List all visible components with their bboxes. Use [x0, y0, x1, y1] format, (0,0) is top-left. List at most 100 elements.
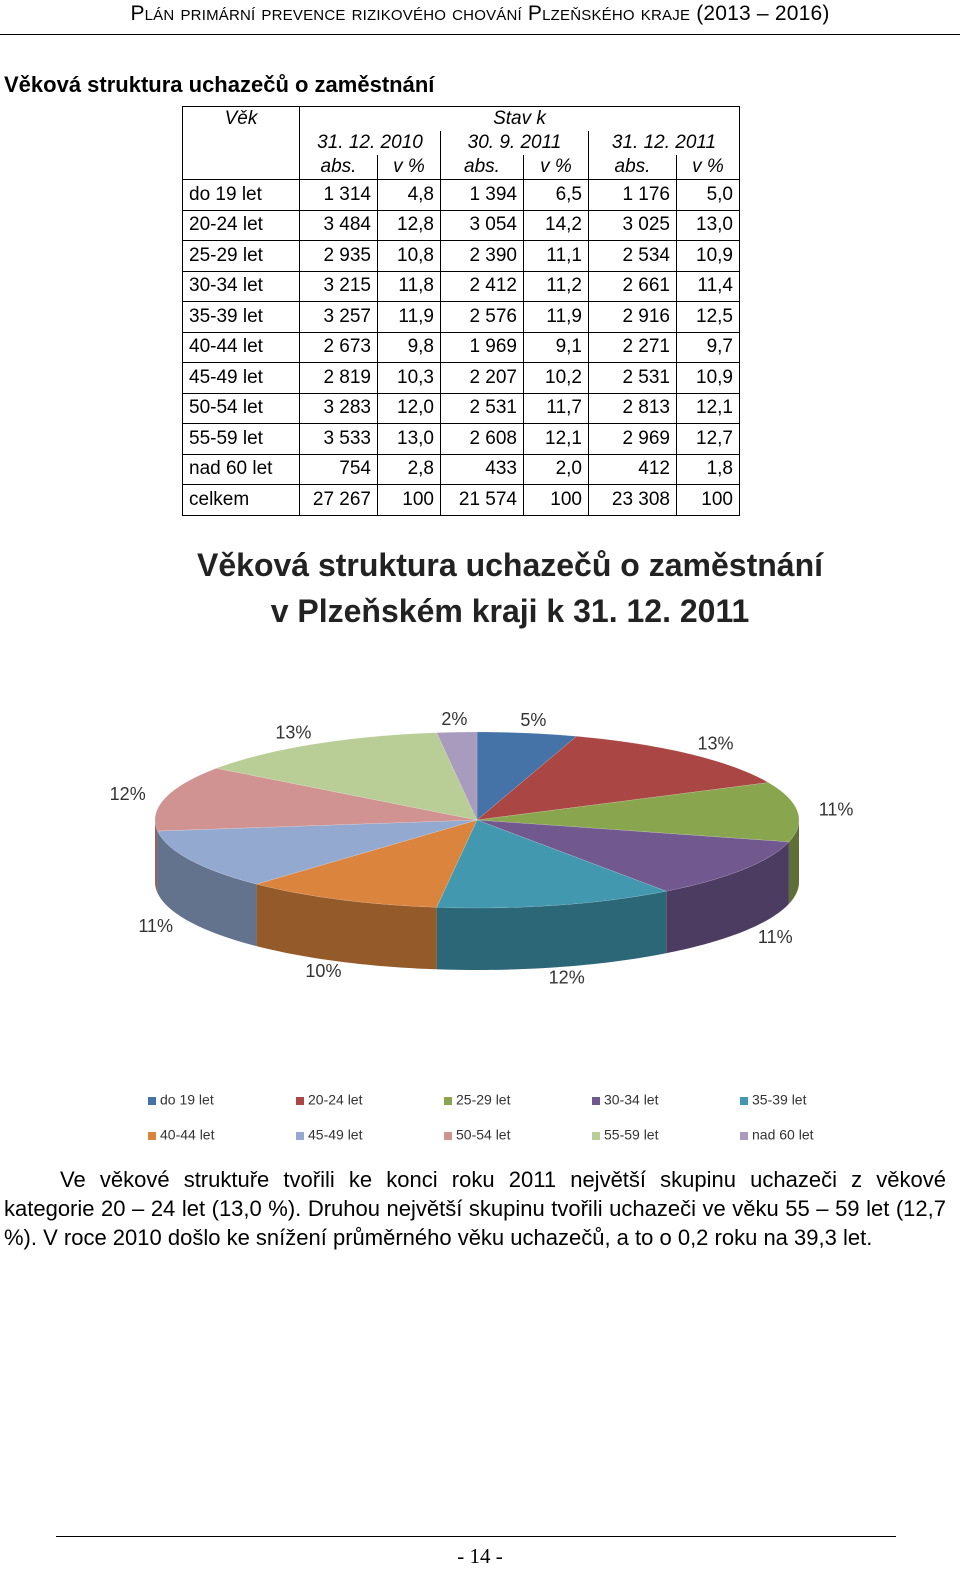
- table-cell: 25-29 let: [182, 240, 300, 272]
- table-cell: 1,8: [676, 453, 740, 485]
- table-cell: 10,2: [523, 362, 589, 394]
- data-label: 11%: [758, 927, 793, 947]
- data-label: 2%: [441, 709, 467, 729]
- header-row: Věk Stav k: [182, 106, 740, 131]
- chart-title-line: v Plzeňském kraji k 31. 12. 2011: [270, 593, 750, 629]
- table-cell: 100: [377, 484, 441, 516]
- page-number: - 14 -: [457, 1544, 503, 1568]
- table-row: celkem 27 267 100 21 574 100 23 308 100: [182, 484, 740, 516]
- header-cell: v %: [377, 155, 441, 180]
- table-cell: 9,1: [523, 331, 589, 363]
- slice: [215, 732, 478, 821]
- slice-side: [788, 820, 799, 904]
- table-row: 25-29 let 2 935 10,8 2 390 11,1 2 534 10,9: [182, 240, 740, 272]
- table-cell: 11,9: [377, 301, 441, 333]
- table-row: 40-44 let 2 673 9,8 1 969 9,1 2 271 9,7: [182, 331, 740, 363]
- slice: [255, 819, 478, 908]
- table-row: 45-49 let 2 819 10,3 2 207 10,2 2 531 10,9: [182, 362, 740, 394]
- table-cell: 6,5: [523, 179, 589, 211]
- table-cell: 12,5: [676, 301, 740, 333]
- table-cell: 3 484: [299, 209, 378, 241]
- table-cell: 10,9: [676, 362, 740, 394]
- slice-side: [666, 841, 789, 954]
- legend-swatch: [444, 1132, 452, 1140]
- table-cell: 55-59 let: [182, 423, 300, 455]
- data-table: Věk Stav k 31. 12. 2010 30. 9. 2011 31. 12. …: [182, 106, 740, 516]
- header-cell: 31. 12. 2011: [588, 131, 740, 155]
- table-cell: 27 267: [299, 484, 378, 516]
- chart-title-line: Věková struktura uchazečů o zaměstnání: [197, 547, 823, 583]
- table-cell: 20-24 let: [182, 209, 300, 241]
- table-row: 55-59 let 3 533 13,0 2 608 12,1 2 969 12,7: [182, 423, 740, 455]
- table-cell: nad 60 let: [182, 453, 300, 485]
- table-cell: 11,7: [523, 392, 589, 424]
- slice-side: [436, 891, 667, 970]
- data-label: 13%: [275, 723, 311, 743]
- data-label: 13%: [697, 734, 733, 754]
- legend-label: nad 60 let: [752, 1127, 814, 1143]
- slice: [476, 782, 800, 843]
- table-cell: 3 025: [588, 209, 677, 241]
- chart-title: Věková struktura uchazečů o zaměstnání v…: [140, 542, 880, 634]
- legend-label: do 19 let: [160, 1092, 214, 1108]
- slice: [157, 819, 478, 885]
- table-cell: 11,4: [676, 270, 740, 302]
- slice-side: [157, 831, 257, 947]
- slice: [154, 768, 478, 832]
- header-row: abs. v % abs. v % abs. v %: [182, 155, 740, 180]
- legend-swatch: [740, 1132, 748, 1140]
- table-row: 50-54 let 3 283 12,0 2 531 11,7 2 813 12,1: [182, 392, 740, 424]
- legend-swatch: [444, 1097, 452, 1105]
- data-label: 12%: [549, 968, 585, 988]
- table-cell: 2 608: [440, 423, 524, 455]
- header-rule: [0, 34, 960, 35]
- table-cell: 11,8: [377, 270, 441, 302]
- table-cell: 100: [523, 484, 589, 516]
- table-cell: 12,0: [377, 392, 441, 424]
- slice: [476, 736, 770, 821]
- table-cell: 9,8: [377, 331, 441, 363]
- header-cell: v %: [676, 155, 740, 180]
- table-cell: 11,2: [523, 270, 589, 302]
- table-cell: 12,8: [377, 209, 441, 241]
- legend-label: 25-29 let: [456, 1092, 511, 1108]
- table-cell: 45-49 let: [182, 362, 300, 394]
- table-cell: 100: [676, 484, 740, 516]
- slice: [476, 731, 578, 821]
- legend-swatch: [148, 1097, 156, 1105]
- table-cell: 1 176: [588, 179, 677, 211]
- data-label: 5%: [520, 710, 546, 730]
- header-cell: 30. 9. 2011: [440, 131, 589, 155]
- header-row: 31. 12. 2010 30. 9. 2011 31. 12. 2011: [182, 131, 740, 155]
- table-cell: 11,9: [523, 301, 589, 333]
- header-cell: 31. 12. 2010: [299, 131, 441, 155]
- header-cell: Stav k: [299, 106, 740, 131]
- data-label: 11%: [819, 799, 854, 819]
- table-cell: 23 308: [588, 484, 677, 516]
- table-row: 30-34 let 3 215 11,8 2 412 11,2 2 661 11,4: [182, 270, 740, 302]
- section-title: Věková struktura uchazečů o zaměstnání: [4, 72, 435, 97]
- legend-swatch: [592, 1097, 600, 1105]
- header-cell: Věk: [182, 106, 300, 131]
- table-cell: 412: [588, 453, 677, 485]
- table-cell: 2 813: [588, 392, 677, 424]
- table-cell: 30-34 let: [182, 270, 300, 302]
- table-cell: 9,7: [676, 331, 740, 363]
- table-cell: 50-54 let: [182, 392, 300, 424]
- slice-side: [256, 884, 437, 970]
- table-cell: 2 412: [440, 270, 524, 302]
- table-cell: 2 935: [299, 240, 378, 272]
- legend-label: 40-44 let: [160, 1127, 215, 1143]
- data-label: 10%: [305, 961, 341, 981]
- slice: [436, 731, 478, 821]
- table-cell: 1 969: [440, 331, 524, 363]
- table-row: nad 60 let 754 2,8 433 2,0 412 1,8: [182, 453, 740, 485]
- table-cell: 433: [440, 453, 524, 485]
- legend-swatch: [740, 1097, 748, 1105]
- slice: [436, 819, 668, 909]
- slice-side: [155, 820, 158, 894]
- data-label: 11%: [138, 916, 173, 936]
- table-cell: 3 533: [299, 423, 378, 455]
- paragraph: Ve věkové struktuře tvořili ke konci rok…: [4, 1167, 946, 1250]
- table-cell: 13,0: [676, 209, 740, 241]
